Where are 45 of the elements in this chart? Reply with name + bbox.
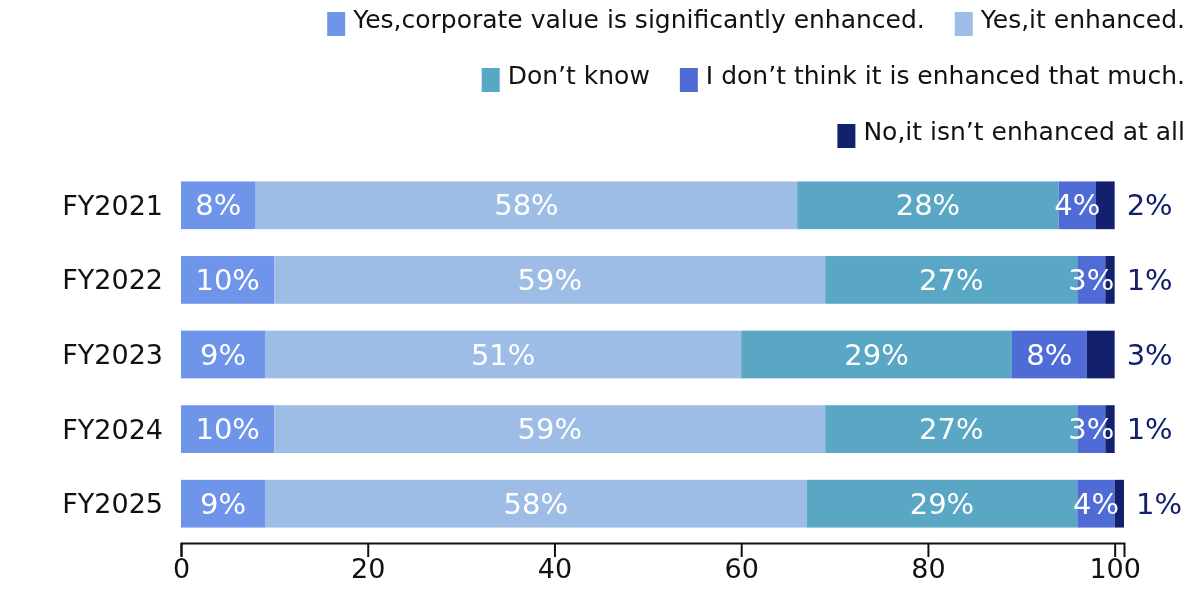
legend-label: Don’t know [507, 61, 650, 90]
data-label: 8% [195, 188, 242, 223]
legend-label: No,it isn’t enhanced at all [863, 117, 1185, 146]
x-tick-label: 100 [1089, 553, 1141, 585]
data-label: 58% [503, 486, 569, 521]
data-label: 10% [195, 263, 260, 298]
x-tick-label: 60 [724, 553, 759, 585]
x-tick-label: 0 [172, 553, 191, 585]
legend-label: Yes,it enhanced. [979, 5, 1185, 34]
data-label: 10% [195, 412, 260, 447]
bar [274, 256, 826, 304]
y-tick-label: FY2024 [62, 413, 163, 445]
data-label: 9% [200, 486, 247, 521]
data-label: 2% [1126, 188, 1173, 223]
bar [274, 405, 826, 453]
legend-label: Yes,corporate value is significantly enhanced. [352, 5, 925, 34]
data-label: 59% [517, 263, 583, 298]
bar [181, 479, 266, 528]
data-label: 51% [470, 337, 536, 372]
bar [265, 330, 742, 379]
x-tick-label: 40 [537, 553, 573, 585]
data-label: 27% [919, 412, 984, 447]
data-label: 8% [1026, 337, 1073, 372]
bar [255, 181, 798, 230]
data-label: 27% [919, 263, 984, 298]
data-label: 59% [517, 412, 583, 447]
bar [741, 330, 1012, 379]
data-label: 58% [494, 188, 559, 223]
bar [265, 479, 807, 528]
data-label: 1% [1126, 412, 1173, 447]
data-label: 1% [1126, 263, 1173, 298]
x-tick-label: 80 [911, 553, 946, 585]
data-label: 29% [844, 337, 909, 372]
legend-label: I don’t think it is enhanced that much. [705, 61, 1185, 90]
data-label: 29% [909, 486, 975, 521]
y-tick-label: FY2023 [62, 338, 163, 370]
data-label: 3% [1126, 337, 1173, 372]
data-label: 1% [1136, 486, 1183, 521]
x-tick-label: 20 [351, 553, 386, 585]
y-tick-label: FY2022 [62, 264, 163, 296]
y-tick-label: FY2021 [62, 189, 163, 221]
bar [1086, 330, 1115, 379]
y-tick-label: FY2025 [62, 488, 163, 520]
data-label: 28% [895, 188, 961, 223]
data-label: 9% [200, 337, 247, 372]
